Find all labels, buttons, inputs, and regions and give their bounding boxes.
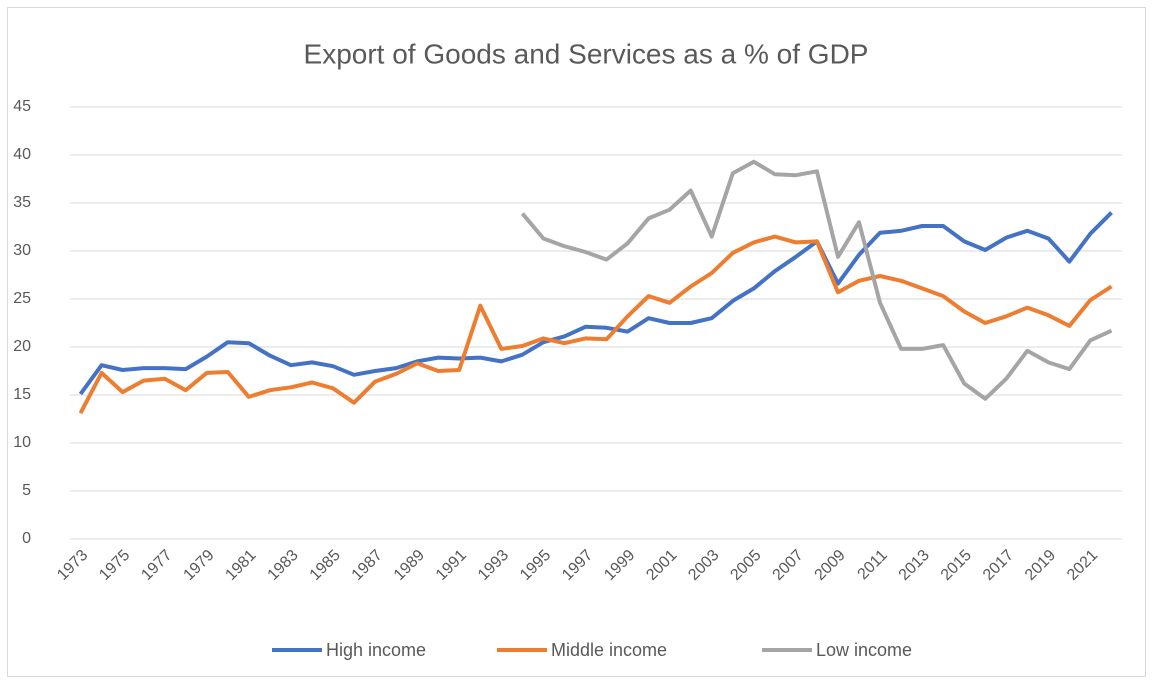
series-line [78,211,1113,396]
series-line [520,159,1113,401]
y-tick-label: 25 [13,290,31,307]
y-tick-label: 10 [13,434,31,451]
y-tick-label: 5 [22,482,31,499]
y-tick-label: 40 [13,146,31,163]
y-tick-label: 20 [13,338,31,355]
legend-label: Middle income [551,640,667,660]
y-tick-label: 35 [13,194,31,211]
legend-label: Low income [816,640,912,660]
y-tick-label: 45 [13,98,31,115]
y-tick-label: 30 [13,242,31,259]
y-tick-label: 0 [22,530,31,547]
legend-label: High income [326,640,426,660]
series-line [78,234,1113,415]
chart-title: Export of Goods and Services as a % of G… [304,38,869,69]
y-tick-label: 15 [13,386,31,403]
